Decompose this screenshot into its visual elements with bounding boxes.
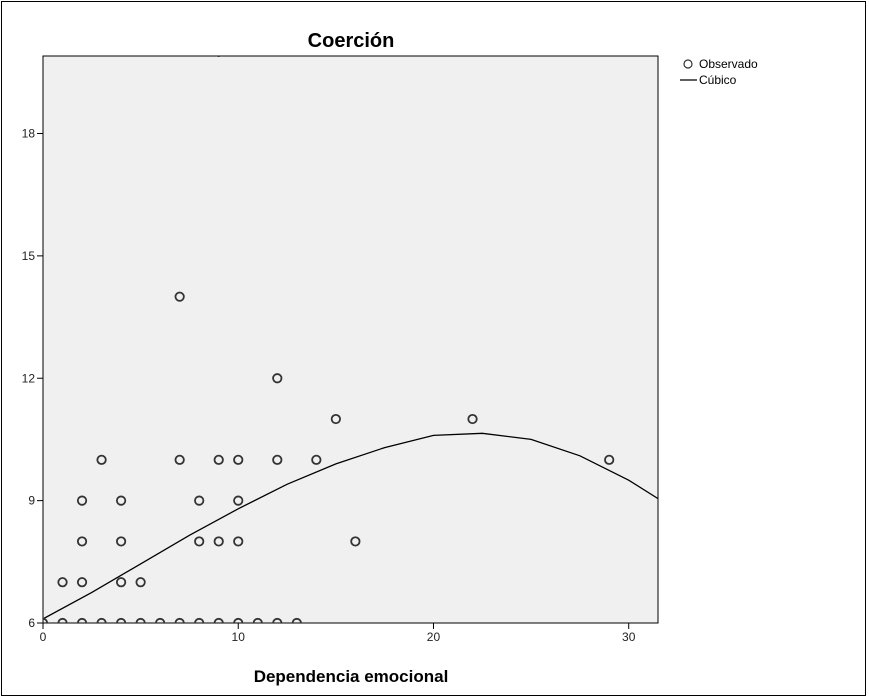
y-tick-label: 18 <box>22 127 36 141</box>
observed-point <box>311 454 322 465</box>
observed-point <box>233 536 244 547</box>
observed-point <box>76 577 88 588</box>
legend-marker-observado <box>683 59 693 69</box>
observed-point <box>174 291 185 302</box>
observed-point <box>213 454 224 465</box>
x-tick-label: 20 <box>427 630 441 644</box>
x-tick-label: 30 <box>622 630 636 644</box>
observed-point <box>135 577 146 588</box>
x-axis: 0 10 20 30 <box>40 623 636 644</box>
y-axis: 6 9 12 15 18 <box>22 127 43 630</box>
observed-point <box>272 617 283 623</box>
observed-point <box>76 536 88 547</box>
observed-point <box>76 617 88 623</box>
y-tick-label: 15 <box>22 249 36 263</box>
y-tick-label: 9 <box>28 494 35 508</box>
legend: Observado Cúbico <box>680 57 758 87</box>
observed-point <box>213 617 224 623</box>
observed-point <box>213 536 224 547</box>
observed-point <box>233 495 244 506</box>
observed-point <box>291 617 302 623</box>
observed-point <box>135 617 146 623</box>
observed-point <box>604 454 615 465</box>
y-tick-label: 6 <box>28 616 35 630</box>
observed-point <box>272 454 283 465</box>
observed-point <box>174 454 185 465</box>
observed-point <box>76 495 88 506</box>
observed-point <box>330 413 341 425</box>
observed-point <box>57 577 68 588</box>
observed-point <box>194 536 205 547</box>
observed-point <box>233 454 244 465</box>
y-tick-label: 12 <box>22 371 36 385</box>
observed-point <box>252 617 263 623</box>
observed-point <box>215 56 222 58</box>
observed-point <box>115 495 127 506</box>
chart-title: Coerción <box>308 30 395 52</box>
observed-point <box>194 495 205 506</box>
x-tick-label: 10 <box>232 630 246 644</box>
observed-point <box>96 617 107 623</box>
plot-area <box>42 55 659 624</box>
observed-point <box>115 617 127 623</box>
observed-point <box>174 617 185 623</box>
observed-point <box>115 536 127 547</box>
legend-label-cubico: Cúbico <box>699 73 737 87</box>
x-tick-label: 0 <box>40 630 47 644</box>
x-axis-label: Dependencia emocional <box>254 667 449 686</box>
plot-series-group <box>43 56 658 623</box>
observed-point <box>350 536 361 547</box>
legend-label-observado: Observado <box>699 57 758 71</box>
observed-point <box>194 617 205 623</box>
observed-point <box>467 413 478 425</box>
observed-point <box>115 577 127 588</box>
observed-point <box>155 617 166 623</box>
observed-point <box>57 617 68 623</box>
observed-point <box>272 373 283 384</box>
cubic-fit-line <box>43 432 658 620</box>
observed-point <box>96 454 107 465</box>
observed-point <box>43 617 49 623</box>
observed-point <box>233 617 244 623</box>
plot-content <box>43 56 658 623</box>
